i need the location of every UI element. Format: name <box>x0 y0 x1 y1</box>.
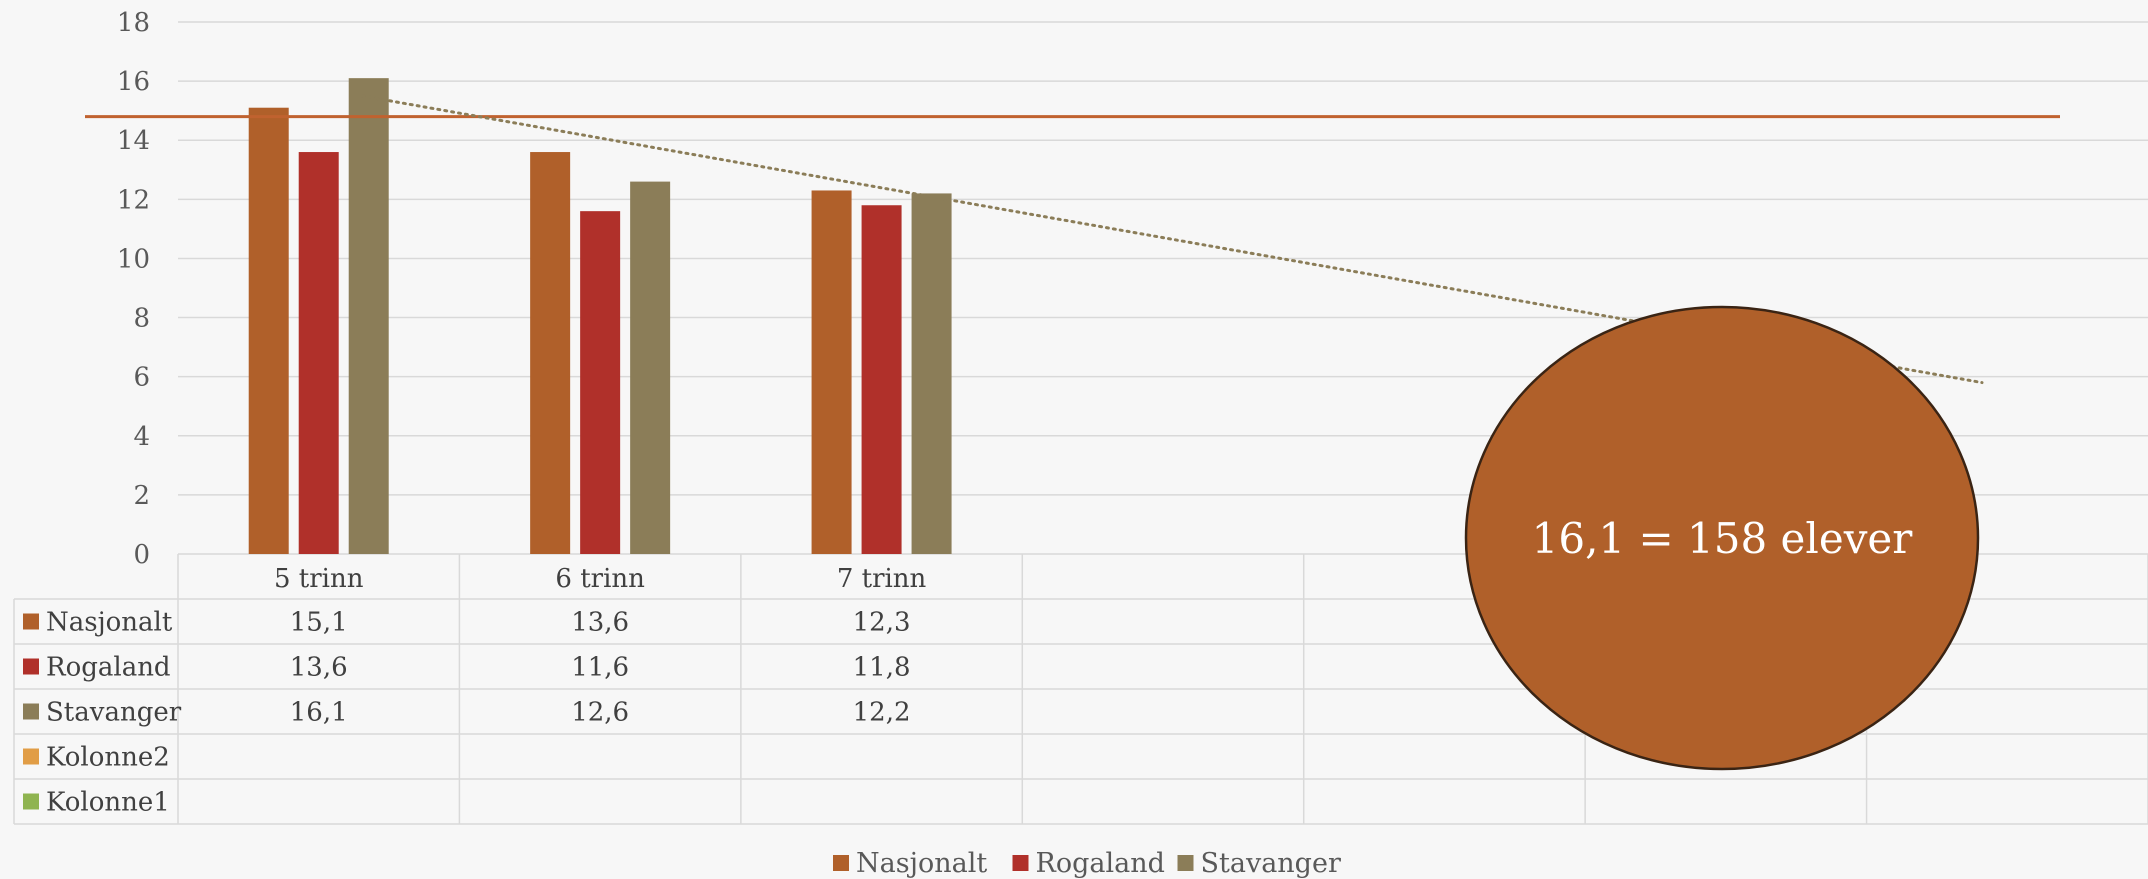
bar <box>248 107 289 554</box>
y-tick-label: 16 <box>117 67 150 97</box>
table-legend-key <box>23 793 39 810</box>
data-label: 16,1 <box>290 698 348 728</box>
bar <box>630 181 671 554</box>
y-tick-label: 6 <box>133 363 150 393</box>
data-label: 12,3 <box>853 608 911 638</box>
annotation-bubble <box>1464 305 1980 771</box>
bar <box>811 190 852 554</box>
annotation-text: 16,1 = 158 elever <box>1532 514 1914 563</box>
bar <box>580 211 621 554</box>
x-tick-label: 6 trinn <box>555 564 645 594</box>
y-tick-label: 14 <box>117 126 150 156</box>
y-tick-label: 8 <box>133 304 150 334</box>
table-legend-key <box>23 748 39 765</box>
data-label: 12,6 <box>571 698 629 728</box>
table-series-label: Nasjonalt <box>46 608 173 638</box>
gridlines <box>178 21 2148 555</box>
bar <box>530 152 571 555</box>
data-label: 11,8 <box>853 653 911 683</box>
data-label: 15,1 <box>290 608 348 638</box>
y-tick-label: 4 <box>133 422 150 452</box>
table-legend-key <box>23 658 39 675</box>
table-series-label: Rogaland <box>46 653 171 683</box>
y-axis: 0 2 4 6 8 10 12 14 16 18 <box>117 8 150 570</box>
y-tick-label: 2 <box>133 481 150 511</box>
y-tick-label: 18 <box>117 8 150 38</box>
table-series-label: Kolonne2 <box>46 743 170 773</box>
legend-label: Stavanger <box>1201 848 1341 879</box>
x-tick-label: 7 trinn <box>837 564 927 594</box>
legend-key <box>833 855 849 871</box>
bar <box>298 152 339 555</box>
bar <box>911 193 952 554</box>
legend: Nasjonalt Rogaland Stavanger <box>833 848 1341 879</box>
legend-key <box>1177 855 1194 871</box>
table-legend-key <box>23 613 39 630</box>
legend-key <box>1012 855 1029 871</box>
bar <box>348 78 389 555</box>
legend-label: Rogaland <box>1036 848 1165 879</box>
y-tick-label: 0 <box>133 540 150 570</box>
bar <box>861 205 902 554</box>
data-label: 12,2 <box>853 698 911 728</box>
table-series-label: Stavanger <box>46 698 182 728</box>
data-label: 13,6 <box>290 653 348 683</box>
annotation: 16,1 = 158 elever <box>1464 305 1980 771</box>
bars <box>248 78 952 555</box>
data-label: 11,6 <box>571 653 629 683</box>
y-tick-label: 12 <box>117 185 150 215</box>
legend-label: Nasjonalt <box>856 848 987 879</box>
table-series-label: Kolonne1 <box>46 788 170 818</box>
table-legend-key <box>23 703 39 720</box>
y-tick-label: 10 <box>117 244 150 274</box>
data-label: 13,6 <box>571 608 629 638</box>
x-tick-label: 5 trinn <box>274 564 364 594</box>
